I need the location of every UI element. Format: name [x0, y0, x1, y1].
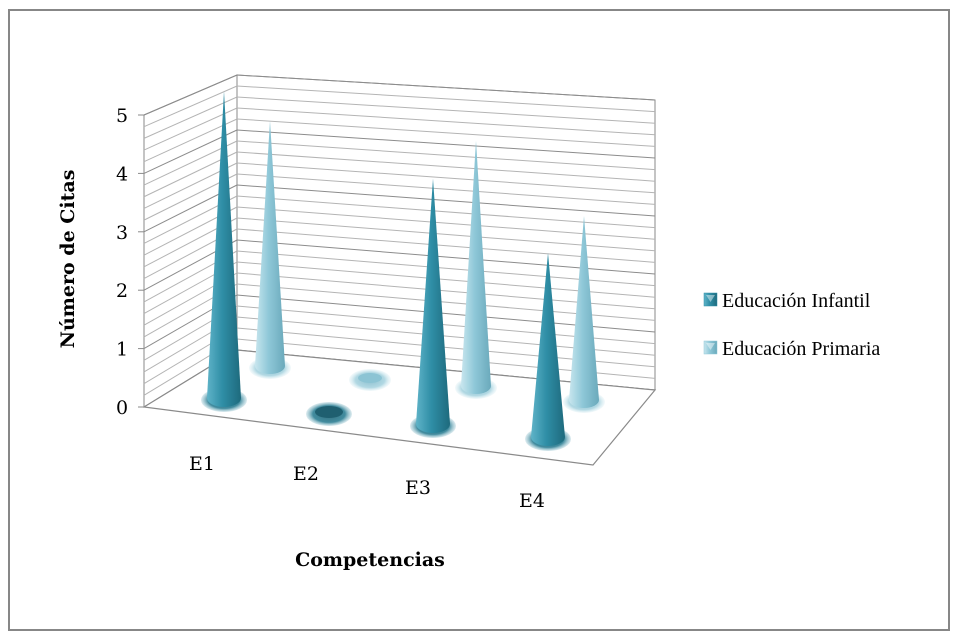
cone-infantil	[315, 406, 343, 418]
gridline-back	[236, 195, 656, 229]
gridline-back	[236, 96, 656, 124]
gridline-side	[143, 96, 238, 139]
legend-label: Educación Infantil	[722, 290, 871, 312]
y-tick-label: 0	[116, 397, 128, 419]
y-tick-labels: 0 1 2 3 4 5	[116, 105, 128, 419]
gridline-back	[236, 173, 656, 205]
legend-swatch-highlight	[706, 295, 715, 302]
y-tick-label: 2	[116, 280, 128, 302]
cone-primaria	[255, 120, 285, 374]
cone-infantil	[207, 91, 241, 408]
gridline-side	[143, 85, 238, 128]
legend: Educación Infantil Educación Primaria	[703, 290, 880, 360]
y-tick-label: 5	[116, 105, 128, 127]
gridline-back	[236, 74, 656, 101]
x-tick-labels: E1 E2 E3 E4	[189, 453, 545, 512]
cone-infantil	[531, 253, 565, 446]
gridline-back	[236, 107, 656, 136]
legend-label: Educación Primaria	[722, 338, 880, 360]
y-tick-label: 4	[116, 163, 128, 185]
x-tick-label: E4	[519, 490, 545, 512]
gridline-side	[143, 74, 238, 116]
y-axis-title: Número de Citas	[57, 170, 79, 349]
gridline-back	[236, 151, 656, 182]
cone-infantil	[416, 178, 450, 433]
legend-swatch-highlight	[706, 343, 715, 350]
x-tick-label: E3	[405, 477, 431, 499]
gridline-back	[236, 162, 656, 194]
gridline-back	[236, 129, 656, 159]
cone-primaria	[358, 373, 382, 383]
gridline-back	[236, 140, 656, 171]
cone-primaria	[461, 140, 491, 394]
x-tick-label: E1	[189, 453, 215, 475]
gridline-back	[236, 118, 656, 147]
cone-primaria	[569, 216, 599, 408]
gridline-side	[143, 107, 238, 151]
gridline-back	[236, 85, 656, 113]
legend-swatch	[703, 292, 718, 307]
x-tick-label: E2	[293, 463, 319, 485]
gridline-side	[143, 118, 238, 163]
legend-swatch	[703, 340, 718, 355]
x-axis-title: Competencias	[295, 549, 445, 571]
cones	[201, 91, 605, 451]
y-tick-label: 1	[116, 339, 128, 361]
y-tick-label: 3	[116, 222, 128, 244]
gridline-back	[236, 184, 656, 217]
